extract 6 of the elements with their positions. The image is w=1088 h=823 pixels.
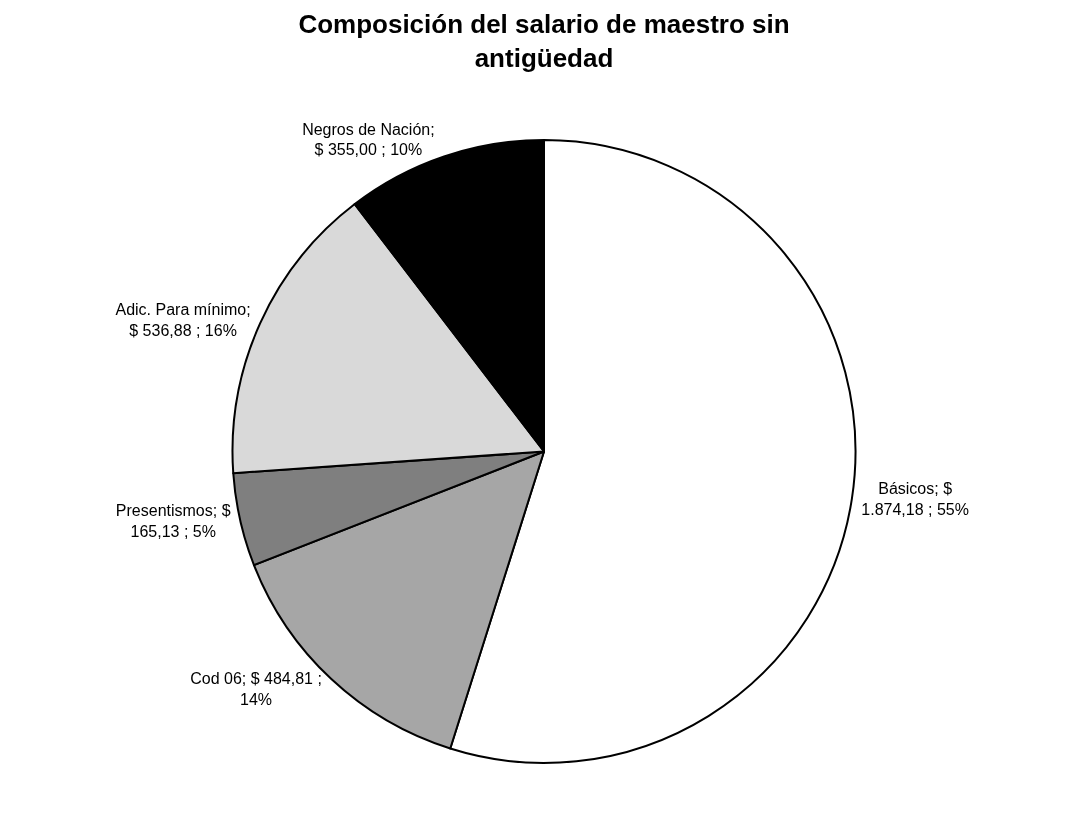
slice-label: Negros de Nación; $ 355,00 ; 10%: [302, 120, 435, 159]
chart-title: Composición del salario de maestro sin antigüedad: [298, 8, 790, 73]
slice-label: Básicos; $ 1.874,18 ; 55%: [861, 480, 969, 519]
slice-label: Cod 06; $ 484,81 ; 14%: [190, 670, 322, 709]
slice-label: Presentismos; $ 165,13 ; 5%: [115, 501, 231, 540]
slice-label: Adic. Para mínimo; $ 536,88 ; 16%: [115, 301, 251, 340]
